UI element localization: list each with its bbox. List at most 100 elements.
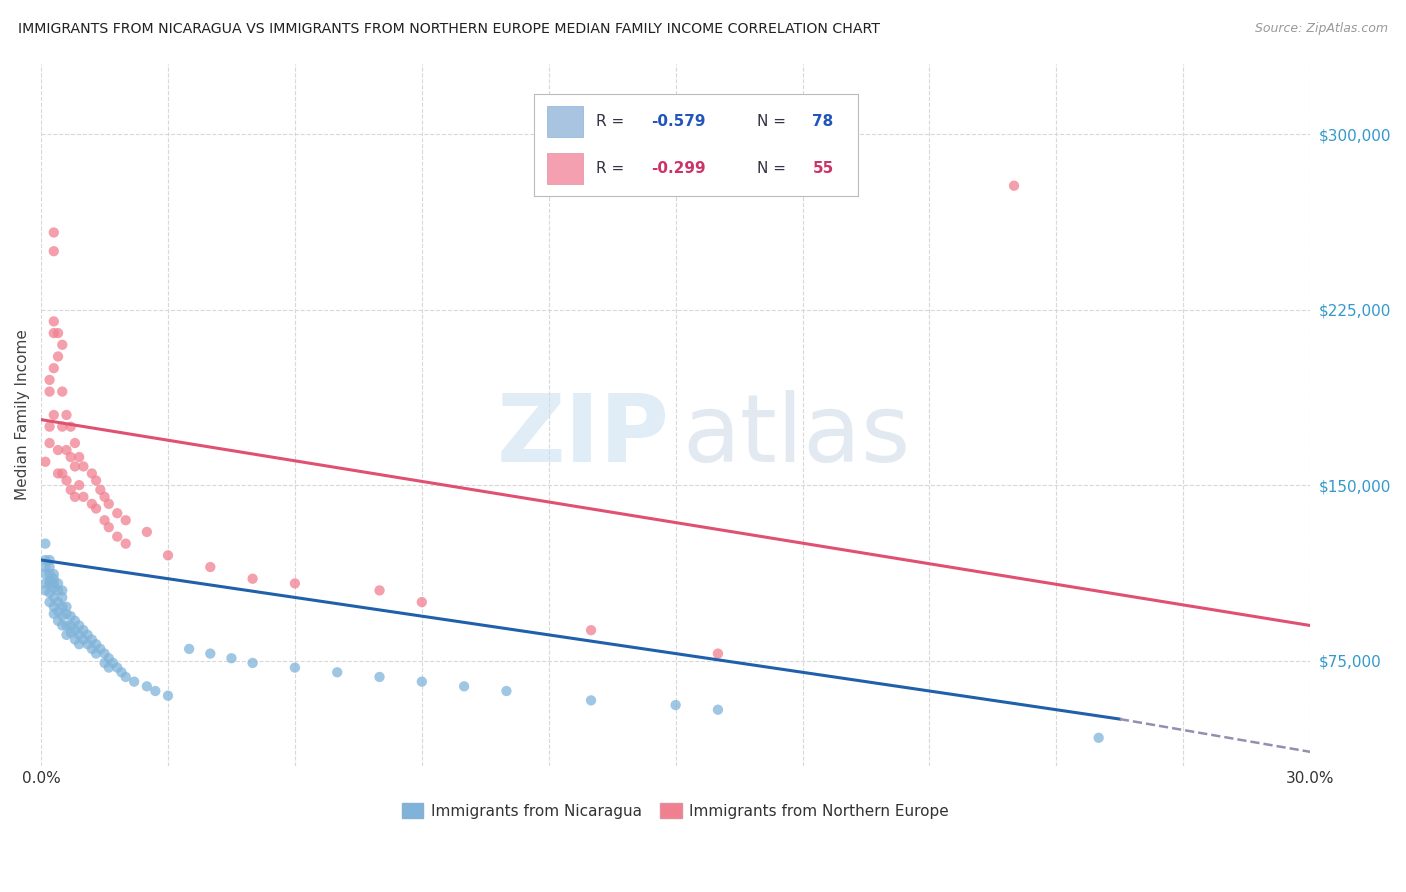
Point — [707, 647, 730, 661]
Point — [368, 670, 391, 684]
Point — [46, 583, 69, 598]
Text: ZIP: ZIP — [496, 390, 669, 482]
Point — [34, 583, 56, 598]
Point — [135, 524, 157, 539]
Point — [42, 361, 65, 376]
Point — [110, 665, 132, 680]
Point — [453, 679, 475, 693]
Point — [34, 567, 56, 582]
Text: atlas: atlas — [682, 390, 910, 482]
Point — [579, 693, 602, 707]
Point — [179, 641, 201, 656]
Point — [55, 408, 77, 422]
Point — [51, 618, 73, 632]
Point — [51, 384, 73, 399]
Point — [93, 490, 115, 504]
Point — [97, 497, 120, 511]
Point — [579, 623, 602, 637]
Bar — [547, 106, 583, 136]
Point — [51, 599, 73, 614]
Text: -0.299: -0.299 — [651, 161, 706, 176]
Y-axis label: Median Family Income: Median Family Income — [15, 329, 30, 500]
Point — [84, 474, 107, 488]
Point — [34, 536, 56, 550]
Point — [38, 574, 60, 588]
Point — [34, 553, 56, 567]
Bar — [547, 153, 583, 184]
Point — [59, 625, 82, 640]
Point — [105, 506, 128, 520]
Point — [76, 628, 98, 642]
Point — [55, 607, 77, 621]
Point — [67, 478, 90, 492]
Text: R =: R = — [596, 114, 628, 128]
Point — [67, 637, 90, 651]
Point — [156, 689, 179, 703]
Point — [97, 520, 120, 534]
Point — [411, 674, 433, 689]
Point — [143, 684, 166, 698]
Point — [93, 513, 115, 527]
Point — [42, 314, 65, 328]
Point — [46, 614, 69, 628]
Point — [84, 637, 107, 651]
Point — [67, 450, 90, 464]
Text: N =: N = — [758, 161, 792, 176]
Point — [411, 595, 433, 609]
Point — [72, 490, 94, 504]
Point — [93, 656, 115, 670]
Point — [63, 614, 86, 628]
Point — [38, 436, 60, 450]
Point — [84, 647, 107, 661]
Point — [46, 576, 69, 591]
Point — [55, 474, 77, 488]
Point — [80, 641, 103, 656]
Point — [55, 628, 77, 642]
Point — [114, 513, 136, 527]
Point — [63, 436, 86, 450]
Point — [46, 595, 69, 609]
Point — [80, 632, 103, 647]
Point — [284, 660, 307, 674]
Point — [495, 684, 517, 698]
Point — [34, 576, 56, 591]
Point — [46, 443, 69, 458]
Point — [80, 467, 103, 481]
Point — [101, 656, 124, 670]
Point — [59, 618, 82, 632]
Point — [51, 591, 73, 605]
Point — [105, 530, 128, 544]
Text: 78: 78 — [813, 114, 834, 128]
Point — [63, 623, 86, 637]
Point — [72, 632, 94, 647]
Point — [42, 567, 65, 582]
Point — [42, 244, 65, 259]
Point — [42, 591, 65, 605]
Point — [55, 599, 77, 614]
Point — [59, 483, 82, 497]
Point — [38, 576, 60, 591]
Point — [51, 338, 73, 352]
Legend: Immigrants from Nicaragua, Immigrants from Northern Europe: Immigrants from Nicaragua, Immigrants fr… — [396, 797, 955, 825]
Point — [38, 419, 60, 434]
Point — [200, 647, 222, 661]
Point — [59, 609, 82, 624]
Point — [67, 628, 90, 642]
Point — [59, 419, 82, 434]
Point — [42, 572, 65, 586]
Point — [135, 679, 157, 693]
Point — [665, 698, 688, 712]
Point — [55, 443, 77, 458]
Point — [221, 651, 243, 665]
Point — [114, 670, 136, 684]
Point — [38, 553, 60, 567]
Point — [51, 419, 73, 434]
Point — [72, 623, 94, 637]
Point — [63, 490, 86, 504]
Point — [38, 567, 60, 582]
Point — [114, 536, 136, 550]
Point — [80, 497, 103, 511]
Point — [76, 637, 98, 651]
Text: 55: 55 — [813, 161, 834, 176]
Point — [38, 560, 60, 574]
